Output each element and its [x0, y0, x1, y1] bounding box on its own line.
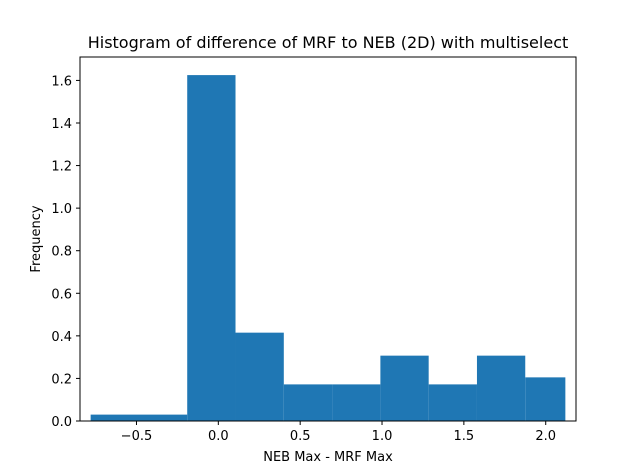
histogram-bar-1	[187, 75, 236, 421]
histogram-bar-5	[380, 355, 429, 421]
y-tick-label-8: 1.6	[51, 74, 72, 89]
y-axis-label: Frequency	[29, 205, 44, 272]
histogram-bar-3	[283, 384, 333, 421]
chart-title: Histogram of difference of MRF to NEB (2…	[88, 33, 569, 52]
x-axis-label: NEB Max - MRF Max	[263, 450, 393, 465]
x-tick-label-0: −0.5	[121, 429, 153, 444]
x-axis-ticks: −0.5 0.0 0.5 1.0 1.5 2.0	[121, 421, 556, 444]
histogram-bar-4	[332, 384, 381, 421]
y-tick-label-1: 0.2	[51, 372, 72, 387]
x-tick-label-3: 1.0	[372, 429, 393, 444]
histogram-bar-8	[525, 377, 566, 421]
y-tick-label-4: 0.8	[51, 245, 72, 260]
x-tick-label-2: 0.5	[290, 429, 311, 444]
histogram-bars	[90, 75, 566, 421]
histogram-bar-6	[428, 384, 477, 421]
y-tick-label-6: 1.2	[51, 160, 72, 175]
y-axis-ticks: 0.0 0.2 0.4 0.6 0.8 1.0 1.2 1.4 1.6	[51, 74, 80, 430]
histogram-bar-2	[235, 332, 284, 421]
plot-frame	[79, 56, 577, 422]
y-tick-label-7: 1.4	[51, 117, 72, 132]
x-tick-label-5: 2.0	[535, 429, 556, 444]
y-tick-label-5: 1.0	[51, 202, 72, 217]
x-tick-label-1: 0.0	[208, 429, 229, 444]
y-tick-label-2: 0.4	[51, 330, 72, 345]
y-tick-label-3: 0.6	[51, 287, 72, 302]
x-tick-label-4: 1.5	[454, 429, 475, 444]
y-tick-label-0: 0.0	[51, 415, 72, 430]
histogram-bar-7	[476, 355, 526, 421]
histogram-bar-0	[90, 414, 188, 421]
